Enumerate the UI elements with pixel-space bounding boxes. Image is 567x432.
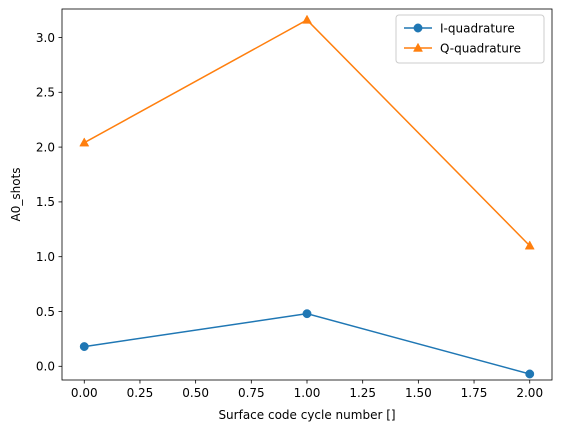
x-tick-label: 1.25	[349, 386, 376, 400]
legend-label: I-quadrature	[440, 21, 515, 35]
y-tick-label: 2.5	[36, 86, 55, 100]
legend-marker	[413, 23, 423, 33]
y-tick-label: 0.0	[36, 360, 55, 374]
data-point	[302, 309, 312, 319]
data-point	[79, 342, 89, 352]
x-tick-label: 0.00	[71, 386, 98, 400]
axes-frame	[61, 8, 553, 381]
series-i-quadrature	[79, 309, 535, 379]
y-tick-label: 2.0	[36, 140, 55, 154]
x-tick-label: 0.75	[238, 386, 265, 400]
y-tick-label: 1.0	[36, 250, 55, 264]
legend-label: Q-quadrature	[440, 41, 521, 55]
x-tick-label: 0.25	[127, 386, 154, 400]
y-tick-label: 1.5	[36, 195, 55, 209]
plot-area	[61, 8, 553, 381]
y-axis-label: A0_shots	[9, 168, 23, 222]
x-axis-ticks: 0.00 0.25 0.50 0.75 1.00 1.25 1.50 1.75 2.00	[71, 380, 543, 400]
data-point	[79, 137, 90, 147]
legend-marker	[413, 42, 423, 52]
y-tick-label: 3.0	[36, 31, 55, 45]
y-tick-label: 0.5	[36, 305, 55, 319]
x-tick-label: 1.50	[405, 386, 432, 400]
legend: I-quadrature Q-quadrature	[395, 14, 545, 64]
legend-item: Q-quadrature	[404, 41, 521, 55]
data-point	[302, 14, 312, 24]
y-axis-ticks: 0.0 0.5 1.0 1.5 2.0 2.5 3.0	[36, 31, 62, 374]
x-tick-label: 1.00	[294, 386, 321, 400]
x-tick-label: 1.75	[461, 386, 488, 400]
data-point	[525, 369, 535, 379]
x-axis-label: Surface code cycle number []	[218, 408, 395, 422]
series-layer	[79, 14, 535, 379]
x-tick-label: 0.50	[182, 386, 209, 400]
legend-box	[395, 14, 545, 64]
x-tick-label: 2.00	[516, 386, 543, 400]
legend-item: I-quadrature	[404, 21, 515, 35]
data-point	[524, 240, 535, 250]
series-q-quadrature	[79, 14, 535, 250]
